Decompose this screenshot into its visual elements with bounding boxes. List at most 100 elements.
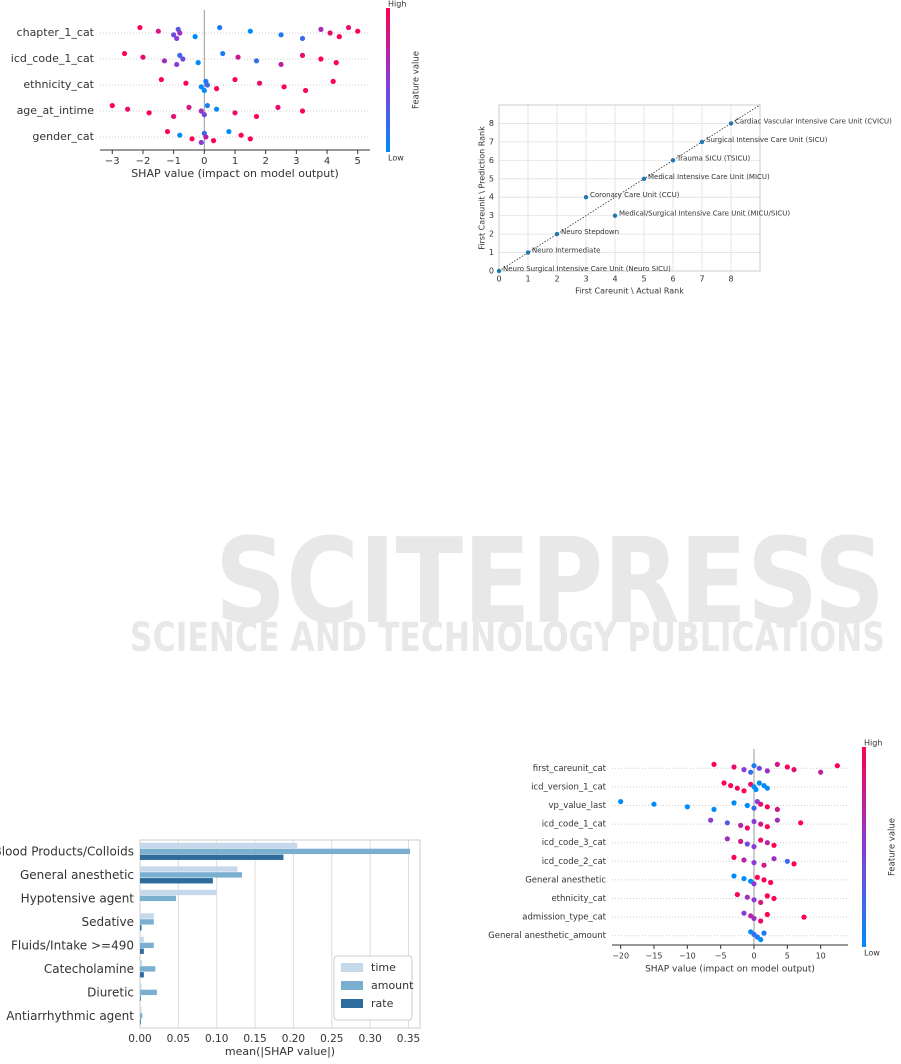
x-tick-label: 0.35	[397, 1033, 420, 1045]
bar	[140, 866, 238, 872]
y-tick-label: Hypotensive agent	[21, 892, 135, 906]
shap-point	[764, 840, 770, 846]
feature-label: icd_code_3_cat	[542, 838, 607, 848]
colorbar	[862, 747, 866, 947]
shap-point	[738, 838, 744, 844]
x-tick-label: 0.10	[205, 1033, 228, 1045]
shap-point	[345, 24, 352, 31]
shap-point	[220, 50, 226, 57]
feature-label: age_at_intime	[17, 104, 95, 117]
shap-point	[174, 61, 180, 68]
shap-point	[204, 102, 210, 109]
shap-point	[731, 764, 737, 770]
shap-point	[744, 894, 750, 900]
bar	[140, 842, 298, 849]
point	[525, 250, 531, 255]
shap-point	[226, 128, 232, 135]
y-tick-label: 5	[489, 174, 494, 183]
shap-point	[774, 761, 780, 767]
feature-label: admission_type_cat	[522, 913, 606, 923]
feature-label: icd_code_1_cat	[542, 820, 607, 830]
shap-point	[724, 820, 730, 826]
shap-point	[204, 82, 210, 88]
bar	[140, 983, 142, 990]
shap-point	[256, 80, 263, 86]
shap-point	[761, 930, 767, 936]
shap-point	[758, 918, 764, 924]
shap-point	[751, 881, 757, 887]
shap-point	[299, 52, 306, 58]
point-label: Surgical Intensive Care Unit (SICU)	[706, 136, 828, 144]
y-tick-label: 2	[489, 230, 494, 239]
shap-point	[753, 786, 759, 793]
shap-point	[756, 780, 762, 786]
point	[728, 121, 734, 126]
shap-point	[213, 106, 220, 112]
shap-point	[734, 891, 740, 898]
shap-point	[744, 841, 750, 847]
x-tick-label: 5	[355, 156, 361, 167]
shap-point	[161, 58, 168, 64]
shap-point	[741, 875, 747, 882]
shap-point	[198, 139, 204, 146]
bar	[140, 919, 154, 925]
watermark-title: SCITEPRESS	[215, 512, 885, 650]
colorbar-label: Feature value	[888, 818, 898, 876]
shap-point	[651, 801, 657, 807]
shap-point	[744, 802, 750, 809]
shap-point	[764, 911, 770, 918]
point-label: Neuro Stepdown	[561, 228, 619, 236]
shap-point	[137, 24, 143, 31]
shap-point	[756, 765, 762, 771]
shap-point	[177, 30, 183, 36]
feature-label: gender_cat	[32, 130, 94, 143]
shap-point	[299, 108, 306, 114]
bar	[140, 1007, 142, 1013]
shap-point	[140, 54, 146, 60]
shap-point	[177, 132, 183, 138]
feature-label: icd_version_1_cat	[531, 782, 607, 792]
point	[496, 268, 502, 274]
shap-point	[186, 104, 192, 110]
shap-point	[183, 80, 189, 86]
shap-point	[278, 61, 284, 68]
x-axis-label: SHAP value (impact on model output)	[131, 167, 339, 180]
shap-point	[275, 104, 281, 110]
point-label: Neuro Surgical Intensive Care Unit (Neur…	[503, 265, 671, 273]
shap-point	[164, 128, 171, 135]
shap-point	[768, 879, 774, 886]
shap-point	[774, 817, 780, 823]
point-label: Trauma SICU (TSICU)	[676, 154, 750, 162]
x-axis-label: mean(|SHAP value|)	[225, 1045, 335, 1058]
shap-point	[731, 873, 737, 879]
legend-label: rate	[371, 997, 394, 1010]
shap-point	[281, 84, 287, 90]
shap-point	[721, 780, 727, 786]
bar	[140, 1013, 143, 1019]
y-tick-label: General anesthetic	[20, 868, 134, 882]
bar	[140, 948, 144, 954]
shap-point	[336, 34, 342, 40]
shap-point	[784, 858, 790, 864]
x-tick-label: 0.15	[243, 1033, 266, 1045]
shap-point	[751, 805, 757, 811]
x-tick-label: −1	[166, 156, 181, 167]
shap-point	[121, 50, 128, 57]
feature-label: first_careunit_cat	[533, 764, 607, 774]
y-tick-label: 6	[489, 156, 494, 165]
bar	[140, 878, 213, 884]
shap-point	[247, 136, 253, 142]
shap-point	[174, 35, 180, 42]
x-tick-label: 0	[496, 275, 501, 284]
point	[670, 158, 676, 163]
feature-label: General anesthetic_amount	[488, 931, 606, 941]
x-tick-label: 10	[816, 952, 826, 961]
shap-point	[109, 102, 115, 109]
colorbar-high: High	[388, 0, 406, 9]
x-tick-label: 0	[201, 156, 207, 167]
bar	[140, 972, 144, 978]
y-tick-label: Antiarrhythmic agent	[6, 1009, 134, 1023]
shap-point	[761, 862, 767, 868]
shap-point	[758, 899, 764, 906]
